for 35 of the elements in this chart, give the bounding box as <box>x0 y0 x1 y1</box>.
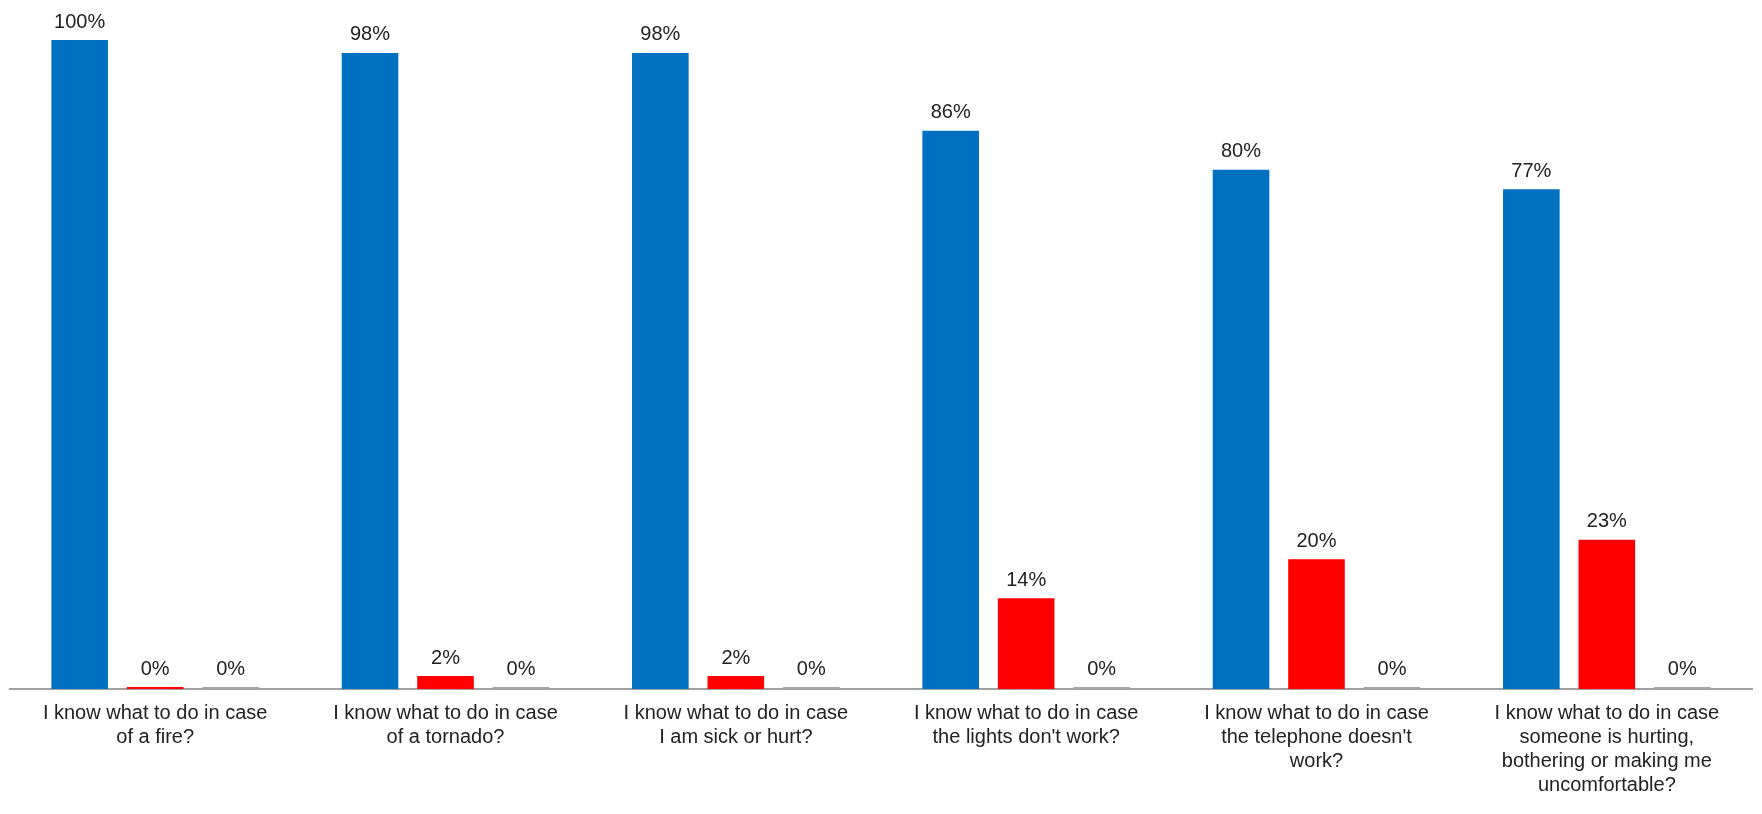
bar <box>707 676 765 689</box>
bar <box>51 40 108 689</box>
data-label: 20% <box>1296 528 1337 551</box>
bar <box>1503 189 1560 689</box>
bar <box>922 130 979 689</box>
data-label: 100% <box>54 9 106 32</box>
data-label: 0% <box>506 656 536 679</box>
data-label: 0% <box>1377 656 1407 679</box>
data-label: 86% <box>930 100 971 123</box>
data-label: 98% <box>350 22 391 45</box>
data-label: 77% <box>1511 158 1552 181</box>
data-label: 0% <box>216 656 246 679</box>
data-label: 0% <box>796 656 826 679</box>
data-label: 23% <box>1586 509 1628 532</box>
x-tick-label: I know what to do in case of a fire? <box>42 700 268 747</box>
x-tick-label: I know what to do in case someone is hurting, bothering or making me uncomfortable? <box>1494 700 1720 795</box>
bar <box>632 52 689 689</box>
data-label: 2% <box>431 645 461 668</box>
data-label: 0% <box>140 656 170 679</box>
data-label: 0% <box>1087 656 1117 679</box>
x-tick-label: I know what to do in case the telephone doesn't work? <box>1204 700 1429 771</box>
bar <box>417 676 474 689</box>
data-label: 0% <box>1667 656 1697 679</box>
data-label: 2% <box>721 645 751 668</box>
bar <box>1288 559 1345 689</box>
data-label: 80% <box>1221 139 1262 162</box>
bar <box>1578 539 1636 689</box>
x-tick-label: I know what to do in case the lights don't work? <box>913 700 1139 747</box>
bar <box>997 598 1055 689</box>
bar <box>341 52 399 689</box>
data-label: 98% <box>640 22 681 45</box>
x-tick-label: I know what to do in case of a tornado? <box>333 700 558 747</box>
data-label: 14% <box>1006 567 1047 590</box>
x-tick-label: I know what to do in case I am sick or hurt? <box>623 700 849 747</box>
bar <box>1212 169 1270 689</box>
